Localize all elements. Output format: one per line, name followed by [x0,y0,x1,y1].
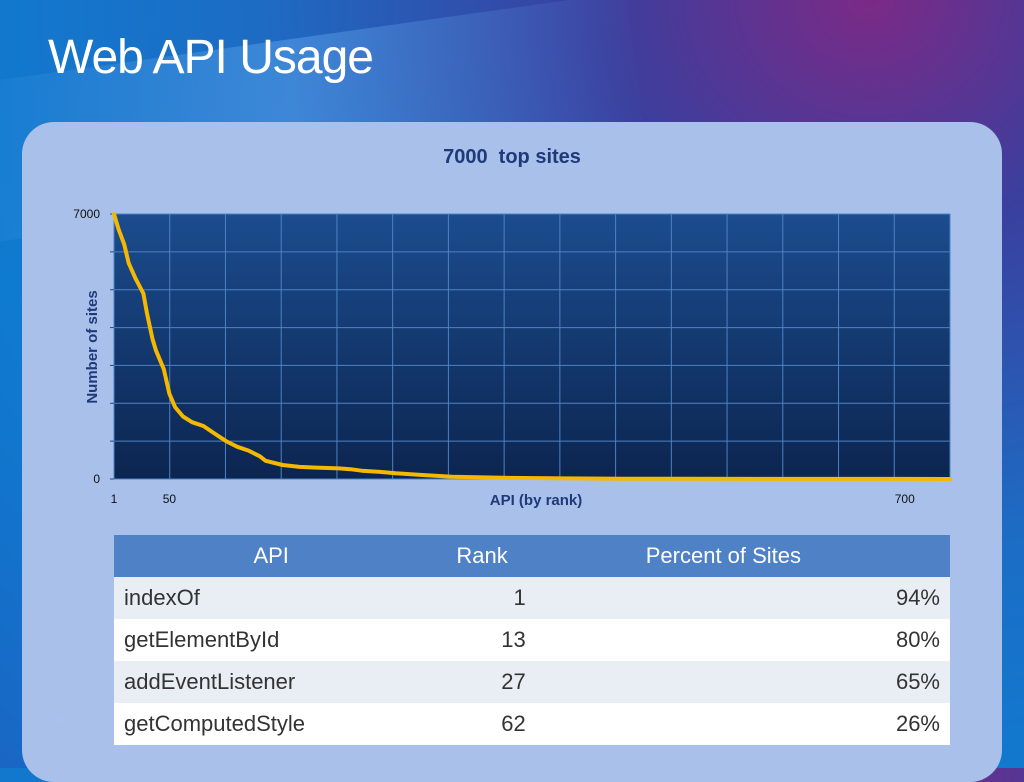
cell-percent: 26% [535,703,950,745]
y-tick-label: 7000 [73,207,100,221]
cell-rank: 1 [428,577,536,619]
api-usage-table: API Rank Percent of Sites indexOf 1 94% … [114,535,950,745]
slide-number: 30 [52,714,64,725]
x-tick-label: 50 [163,492,177,506]
x-axis-ticks: 1 50 700 [111,492,915,506]
cell-api: getElementById [114,619,429,661]
table-row: getComputedStyle 62 26% [114,703,950,745]
table-row: indexOf 1 94% [114,577,950,619]
header-percent: Percent of Sites [535,535,950,577]
x-tick-label: 1 [111,492,118,506]
plot-area [114,214,950,479]
table-row: addEventListener 27 65% [114,661,950,703]
header-api: API [114,535,429,577]
x-tick-label: 700 [895,492,915,506]
cell-api: addEventListener [114,661,429,703]
y-tick-label: 0 [93,472,100,486]
table-row: getElementById 13 80% [114,619,950,661]
cell-percent: 94% [535,577,950,619]
cell-percent: 65% [535,661,950,703]
cell-percent: 80% [535,619,950,661]
cell-rank: 13 [428,619,536,661]
cell-rank: 27 [428,661,536,703]
header-rank: Rank [428,535,536,577]
cell-api: indexOf [114,577,429,619]
cell-api: getComputedStyle [114,703,429,745]
slide-title: Web API Usage [48,31,374,84]
series-line [112,212,952,481]
chart-title: 7000 top sites [443,146,581,168]
x-axis-label: API (by rank) [490,492,583,509]
y-axis-label: Number of sites [84,290,101,403]
cell-rank: 62 [428,703,536,745]
table-header-row: API Rank Percent of Sites [114,535,950,577]
